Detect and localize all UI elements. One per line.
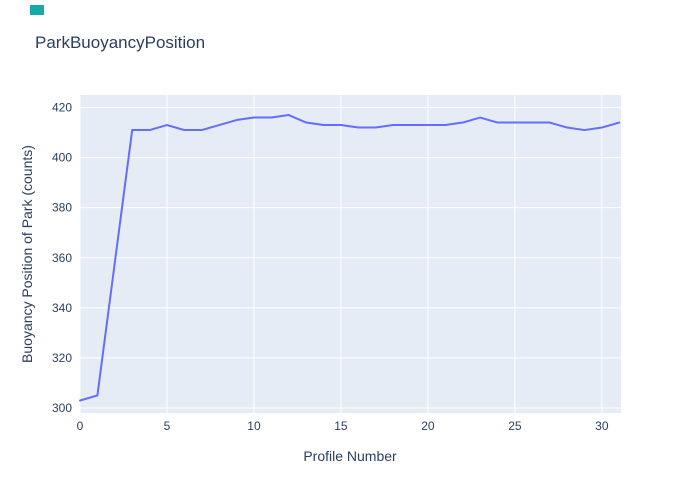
x-tick-label: 10 [247, 419, 261, 433]
x-tick-label: 25 [508, 419, 522, 433]
plot-background [80, 95, 621, 413]
y-tick-label: 320 [52, 351, 72, 365]
y-axis-title: Buoyancy Position of Park (counts) [19, 145, 35, 363]
y-tick-label: 360 [52, 251, 72, 265]
y-tick-label: 300 [52, 401, 72, 415]
y-tick-label: 380 [52, 201, 72, 215]
x-tick-label: 5 [164, 419, 171, 433]
x-tick-label: 30 [595, 419, 609, 433]
x-tick-label: 15 [334, 419, 348, 433]
line-series [79, 114, 621, 402]
y-tick-label: 400 [52, 151, 72, 165]
x-tick-label: 20 [421, 419, 435, 433]
teal-marker [30, 5, 44, 15]
y-tick-label: 340 [52, 301, 72, 315]
chart-title: ParkBuoyancyPosition [35, 33, 206, 52]
x-axis-title: Profile Number [303, 448, 397, 464]
y-tick-label: 420 [52, 101, 72, 115]
x-tick-label: 0 [77, 419, 84, 433]
